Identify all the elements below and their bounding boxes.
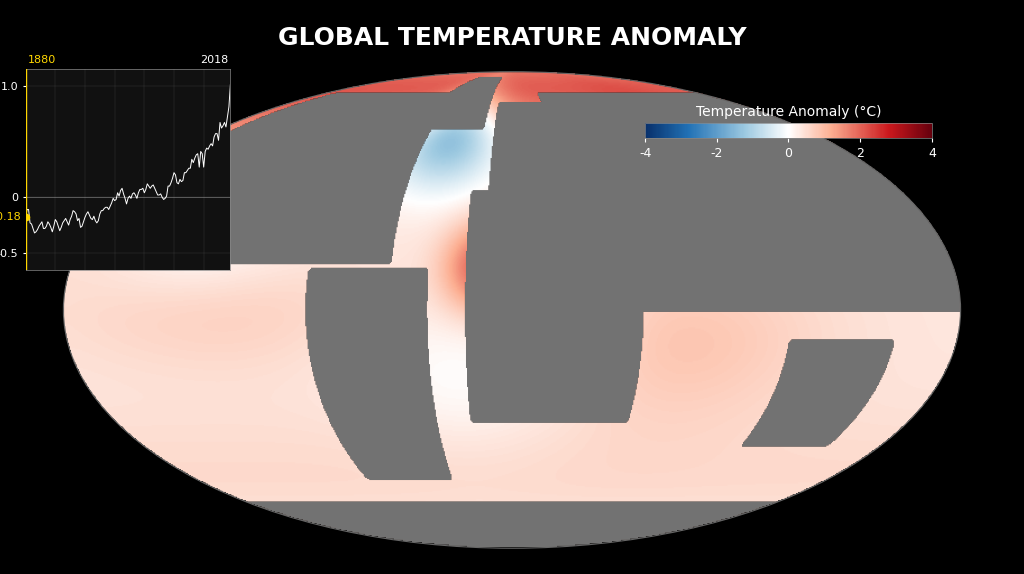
Text: 1880: 1880 [28, 55, 56, 65]
Title: Temperature Anomaly (°C): Temperature Anomaly (°C) [695, 106, 882, 119]
Text: 2018: 2018 [200, 55, 228, 65]
Text: -0.18: -0.18 [0, 212, 22, 222]
Text: GLOBAL TEMPERATURE ANOMALY: GLOBAL TEMPERATURE ANOMALY [278, 26, 746, 50]
Point [17, 213, 34, 222]
